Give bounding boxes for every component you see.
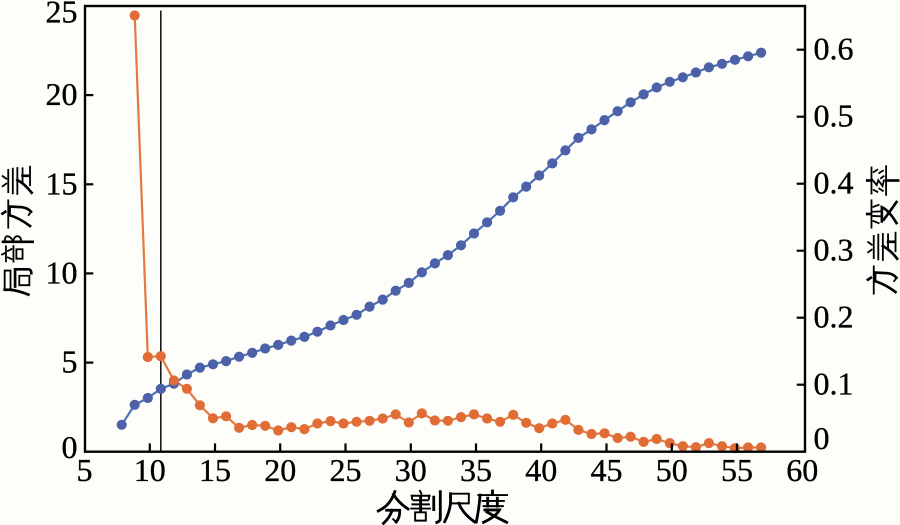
svg-text:15: 15	[46, 165, 78, 201]
svg-text:55: 55	[721, 452, 753, 488]
svg-text:35: 35	[460, 452, 492, 488]
svg-text:40: 40	[525, 452, 557, 488]
svg-text:0.5: 0.5	[814, 98, 854, 134]
svg-text:20: 20	[46, 76, 78, 112]
svg-text:5: 5	[62, 344, 78, 380]
svg-text:10: 10	[134, 452, 166, 488]
svg-text:0.4: 0.4	[814, 165, 854, 201]
svg-text:10: 10	[46, 254, 78, 290]
svg-text:0: 0	[62, 429, 78, 465]
svg-text:60: 60	[786, 452, 818, 488]
svg-text:0.3: 0.3	[814, 232, 854, 268]
svg-text:0.2: 0.2	[814, 299, 854, 335]
svg-text:15: 15	[199, 452, 231, 488]
svg-text:0: 0	[814, 420, 830, 456]
svg-text:0.1: 0.1	[814, 366, 854, 402]
svg-text:30: 30	[395, 452, 427, 488]
svg-text:50: 50	[656, 452, 688, 488]
svg-text:25: 25	[330, 452, 362, 488]
svg-text:0.6: 0.6	[814, 31, 854, 67]
svg-text:25: 25	[46, 0, 78, 29]
svg-text:20: 20	[264, 452, 296, 488]
svg-text:45: 45	[591, 452, 623, 488]
svg-text:5: 5	[77, 452, 93, 488]
